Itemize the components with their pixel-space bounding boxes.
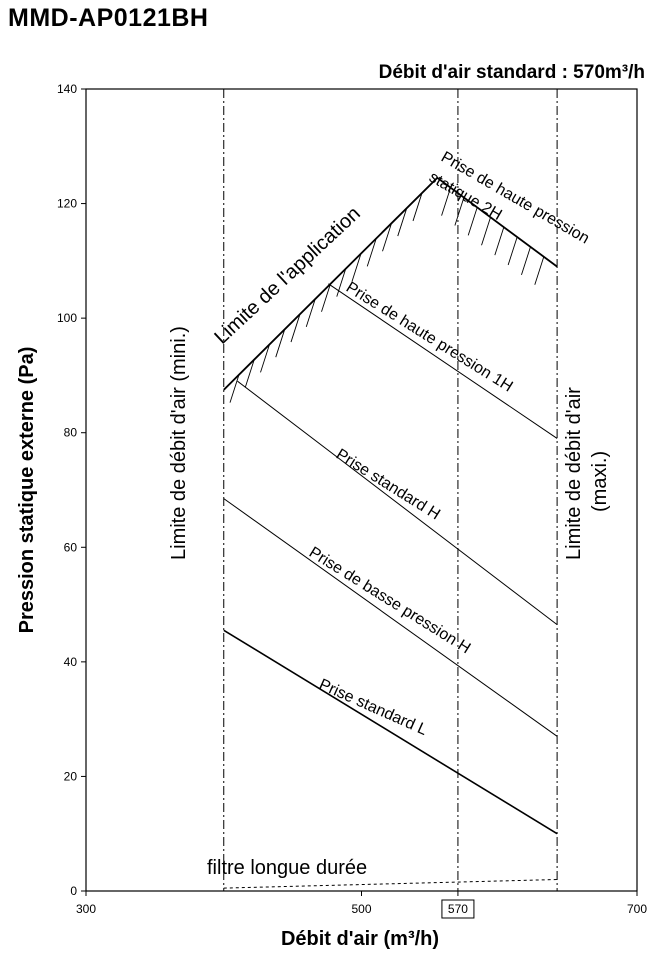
application-limit-hatch xyxy=(467,207,478,236)
x-tick-label: 700 xyxy=(627,902,647,916)
application-limit-hatch xyxy=(507,236,518,266)
application-limit-hatch xyxy=(454,197,465,226)
series-line-prise-standard-h xyxy=(237,380,558,625)
series-line-prise-de-basse-pression-h xyxy=(223,498,558,737)
x-tick-label: 570 xyxy=(448,902,468,916)
series-line-limite-de-l-application xyxy=(223,176,558,391)
annotation-limite-debit-maxi-1: Limite de débit d'air xyxy=(563,387,585,560)
page-title: MMD-AP0121BH xyxy=(8,4,209,32)
y-tick-label: 60 xyxy=(64,540,78,554)
annotation-prise-standard-h: Prise standard H xyxy=(333,446,443,524)
application-limit-hatch xyxy=(534,256,545,285)
y-tick-label: 80 xyxy=(64,426,78,440)
y-tick-label: 140 xyxy=(57,82,77,96)
application-limit-hatch xyxy=(336,268,347,297)
series-line-filtre-longue-duree xyxy=(223,879,558,889)
y-tick-label: 40 xyxy=(64,655,78,669)
y-tick-label: 100 xyxy=(57,311,77,325)
annotation-filtre-longue-duree: filtre longue durée xyxy=(207,857,367,879)
application-limit-hatch xyxy=(290,313,301,343)
application-limit-hatch xyxy=(366,238,377,267)
application-limit-hatch xyxy=(397,207,408,237)
application-limit-hatch xyxy=(260,344,270,373)
annotation-prise-haute-pression-1h: Prise de haute pression 1H xyxy=(343,279,516,396)
series-line-prise-de-haute-pression-1h xyxy=(328,283,558,439)
y-tick-label: 0 xyxy=(70,884,77,898)
annotation-prise-standard-l: Prise standard L xyxy=(316,676,429,739)
y-axis-label: Pression statique externe (Pa) xyxy=(16,347,38,634)
application-limit-hatch xyxy=(521,246,531,275)
annotation-limite-debit-maxi-2: (maxi.) xyxy=(589,451,611,512)
chart-subtitle: Débit d'air standard : 570m³/h xyxy=(379,62,645,83)
application-limit-hatch xyxy=(275,329,286,358)
x-tick-label: 500 xyxy=(351,902,371,916)
annotation-limite-debit-mini: Limite de débit d'air (mini.) xyxy=(168,326,190,560)
application-limit-hatch xyxy=(351,253,362,282)
application-limit-hatch xyxy=(494,226,505,256)
series-line-prise-standard-l xyxy=(223,629,558,835)
x-axis-label: Débit d'air (m³/h) xyxy=(281,928,439,950)
application-limit-hatch xyxy=(481,217,491,246)
application-limit-hatch xyxy=(321,283,331,312)
application-limit-hatch xyxy=(412,192,423,222)
highlighted-x-tick-box xyxy=(441,899,475,919)
application-limit-hatch xyxy=(382,223,392,252)
application-limit-hatch xyxy=(441,187,452,216)
application-limit-hatch xyxy=(305,298,316,328)
y-tick-label: 120 xyxy=(57,197,77,211)
y-tick-label: 20 xyxy=(64,769,78,783)
application-limit-hatch xyxy=(229,374,240,403)
application-limit-hatch xyxy=(244,359,255,388)
x-tick-label: 300 xyxy=(76,902,96,916)
annotation-prise-basse-pression-h: Prise de basse pression H xyxy=(306,544,473,657)
